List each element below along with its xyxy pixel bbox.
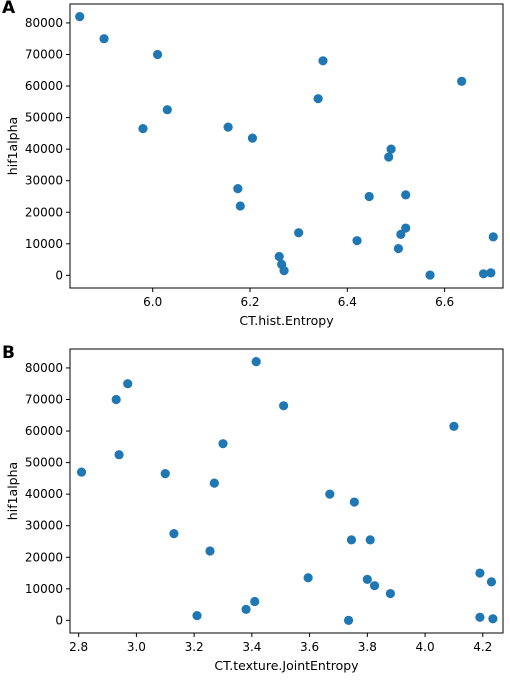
data-point xyxy=(325,489,335,499)
data-point xyxy=(209,478,219,488)
data-point xyxy=(449,421,459,431)
data-point xyxy=(303,573,313,583)
data-point xyxy=(488,614,498,624)
data-point xyxy=(385,588,396,599)
data-point xyxy=(425,270,435,280)
data-point xyxy=(235,201,245,211)
data-point xyxy=(160,469,170,479)
x-tick-label: 6.6 xyxy=(435,295,454,309)
data-point xyxy=(401,190,411,200)
y-tick-label: 50000 xyxy=(25,111,63,125)
data-point xyxy=(393,243,403,254)
data-point xyxy=(364,191,374,202)
y-tick-label: 20000 xyxy=(25,205,63,219)
y-tick-label: 40000 xyxy=(25,487,63,501)
y-tick-label: 10000 xyxy=(25,237,63,251)
data-point xyxy=(218,439,228,449)
data-point xyxy=(386,144,396,154)
data-point xyxy=(162,105,172,115)
x-axis-label: CT.texture.JointEntropy xyxy=(214,658,359,673)
y-tick-label: 0 xyxy=(55,268,63,282)
x-tick-label: 6.0 xyxy=(143,295,162,309)
x-tick-label: 2.8 xyxy=(69,640,88,654)
chart-panel-b: B 2.8 3.0 3.2 3.4 3.6 3.8 4.0 4.2 0 10000 20000 300… xyxy=(0,343,510,690)
x-tick-label: 4.2 xyxy=(473,640,492,654)
data-point xyxy=(223,122,233,132)
x-tick-label: 3.6 xyxy=(300,640,319,654)
data-point xyxy=(478,269,489,279)
x-axis-label: CT.hist.Entropy xyxy=(239,313,334,328)
x-tick-label: 6.4 xyxy=(338,295,357,309)
plot-frame xyxy=(69,3,504,289)
y-tick-label: 60000 xyxy=(25,424,63,438)
data-point xyxy=(343,615,354,625)
data-point xyxy=(352,236,362,246)
data-point xyxy=(279,266,289,276)
data-point xyxy=(274,251,284,262)
data-point xyxy=(279,401,289,411)
data-point xyxy=(247,133,258,143)
data-point xyxy=(475,612,485,622)
y-tick-label: 30000 xyxy=(25,519,63,533)
data-point xyxy=(76,467,87,477)
data-point xyxy=(251,357,261,367)
data-point xyxy=(457,76,467,86)
data-point xyxy=(114,450,124,460)
data-point xyxy=(250,596,260,607)
y-tick-label: 70000 xyxy=(25,47,63,61)
data-point xyxy=(123,379,133,389)
data-point xyxy=(205,546,215,556)
data-point xyxy=(384,152,394,162)
y-axis-label: hif1alpha xyxy=(5,117,20,175)
data-point xyxy=(152,49,163,60)
data-point xyxy=(313,94,323,104)
panel-letter-b: B xyxy=(2,343,15,363)
x-tick-label: 3.2 xyxy=(185,640,204,654)
data-point xyxy=(138,124,148,134)
y-tick-label: 20000 xyxy=(25,550,63,564)
data-point xyxy=(349,497,359,507)
data-point xyxy=(475,568,485,578)
y-tick-label: 80000 xyxy=(25,361,63,375)
data-point xyxy=(233,184,243,194)
y-tick-label: 30000 xyxy=(25,174,63,188)
scatter-plot-a: 6.0 6.2 6.4 6.6 0 10000 20000 30000 40000 50000 60… xyxy=(5,3,504,328)
x-tick-label: 3.8 xyxy=(358,640,377,654)
data-point xyxy=(488,232,498,242)
data-point xyxy=(365,535,375,545)
y-tick-label: 40000 xyxy=(25,142,63,156)
chart-panel-a: A 6.0 6.2 6.4 6.6 0 10000 20000 30000 40000 50000… xyxy=(0,0,510,345)
y-tick-label: 80000 xyxy=(25,16,63,30)
data-point xyxy=(486,268,496,278)
x-tick-label: 3.4 xyxy=(242,640,261,654)
plot-frame xyxy=(69,348,504,634)
data-point xyxy=(294,228,304,238)
y-tick-label: 10000 xyxy=(25,582,63,596)
scatter-plot-b: 2.8 3.0 3.2 3.4 3.6 3.8 4.0 4.2 0 10000 20000 30000… xyxy=(5,348,504,673)
x-tick-label: 3.0 xyxy=(127,640,146,654)
data-point xyxy=(99,34,109,44)
data-point xyxy=(75,12,85,22)
panel-letter-a: A xyxy=(2,0,16,18)
data-point xyxy=(362,574,372,584)
data-point xyxy=(401,223,411,233)
x-tick-label: 4.0 xyxy=(416,640,435,654)
y-tick-label: 60000 xyxy=(25,79,63,93)
data-point xyxy=(318,56,328,66)
data-point xyxy=(192,611,202,621)
data-point xyxy=(486,577,497,587)
y-tick-label: 70000 xyxy=(25,392,63,406)
data-point xyxy=(241,604,251,614)
y-tick-label: 50000 xyxy=(25,456,63,470)
y-tick-label: 0 xyxy=(55,613,63,627)
x-tick-label: 6.2 xyxy=(240,295,259,309)
data-point xyxy=(111,394,121,405)
data-point xyxy=(346,535,357,545)
data-point xyxy=(169,529,179,539)
data-point xyxy=(396,229,406,239)
data-point xyxy=(369,581,380,591)
y-axis-label: hif1alpha xyxy=(5,462,20,520)
